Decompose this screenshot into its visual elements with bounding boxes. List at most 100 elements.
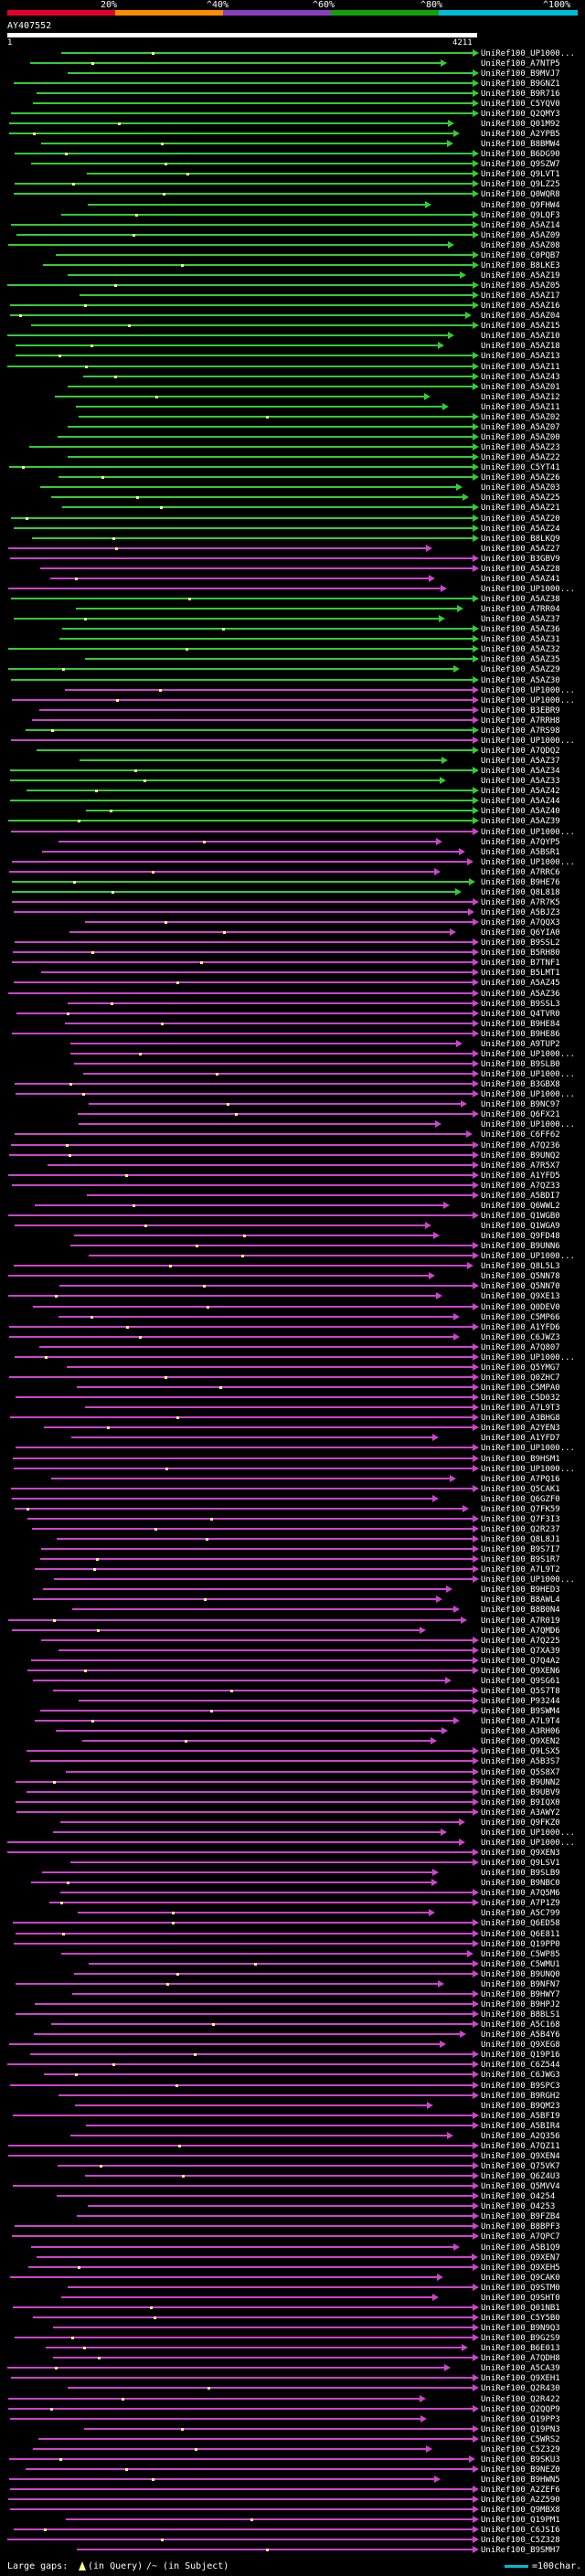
hit-label[interactable]: UniRef100_Q19PM1: [481, 2516, 560, 2525]
hit-row[interactable]: UniRef100_C5Y5B0: [33, 2314, 560, 2323]
hit-label[interactable]: UniRef100_B9G2S9: [481, 2334, 560, 2343]
hit-row[interactable]: UniRef100_A5AZ04: [10, 312, 560, 321]
hit-label[interactable]: UniRef100_B9UNQ0: [481, 1970, 560, 1979]
hit-row[interactable]: UniRef100_Q7FK59: [15, 1505, 560, 1514]
hit-label[interactable]: UniRef100_Q2R237: [481, 1525, 560, 1534]
hit-row[interactable]: UniRef100_A5AZ18: [16, 342, 560, 351]
hit-label[interactable]: UniRef100_A5AZ23: [481, 443, 560, 452]
hit-label[interactable]: UniRef100_B9RGH2: [481, 2092, 560, 2101]
hit-row[interactable]: UniRef100_O4253: [88, 2202, 555, 2211]
hit-label[interactable]: UniRef100_A5AZ05: [481, 281, 560, 291]
hit-row[interactable]: UniRef100_UP1000...: [89, 1252, 575, 1261]
hit-row[interactable]: UniRef100_A7R5X7: [48, 1161, 560, 1171]
hit-row[interactable]: UniRef100_Q0DEV0: [33, 1303, 560, 1312]
hit-label[interactable]: UniRef100_B9HE84: [481, 1020, 560, 1029]
hit-row[interactable]: UniRef100_B9NFN7: [16, 1980, 560, 1989]
hit-row[interactable]: UniRef100_Q2QQP9: [8, 2405, 560, 2414]
hit-label[interactable]: UniRef100_Q6Z4U3: [481, 2172, 560, 2181]
hit-row[interactable]: UniRef100_A7NTP5: [30, 59, 560, 69]
hit-label[interactable]: UniRef100_A5AZ37: [481, 615, 560, 624]
hit-row[interactable]: UniRef100_A5BDI7: [87, 1192, 560, 1201]
hit-row[interactable]: UniRef100_B9UBV9: [27, 1788, 560, 1797]
hit-label[interactable]: UniRef100_A5AZ43: [481, 373, 560, 382]
hit-row[interactable]: UniRef100_C6JWZ3: [9, 1333, 560, 1342]
hit-row[interactable]: UniRef100_B9SPC3: [10, 2082, 560, 2091]
hit-label[interactable]: UniRef100_Q2QQP9: [481, 2405, 560, 2414]
hit-label[interactable]: UniRef100_B9HE86: [481, 1030, 560, 1039]
hit-label[interactable]: UniRef100_B9SLB9: [481, 1869, 560, 1878]
hit-label[interactable]: UniRef100_A5AZ29: [481, 665, 560, 674]
hit-label[interactable]: UniRef100_B9HE76: [481, 878, 560, 887]
hit-row[interactable]: UniRef100_Q8L818: [12, 888, 560, 897]
hit-label[interactable]: UniRef100_B3GBV9: [481, 555, 560, 564]
hit-label[interactable]: UniRef100_B9SLB0: [481, 1060, 560, 1069]
hit-row[interactable]: UniRef100_A5C799: [78, 1909, 560, 1918]
hit-label[interactable]: UniRef100_Q9SHT0: [481, 2294, 560, 2303]
hit-label[interactable]: UniRef100_A1YFD7: [481, 1434, 560, 1443]
hit-label[interactable]: UniRef100_B9SWM4: [481, 1707, 560, 1716]
hit-row[interactable]: UniRef100_B8LKQ9: [32, 535, 560, 544]
hit-label[interactable]: UniRef100_C6JWZ3: [481, 1333, 560, 1342]
hit-label[interactable]: UniRef100_Q6ED58: [481, 1919, 560, 1928]
hit-row[interactable]: UniRef100_Q8L5L3: [14, 1262, 560, 1271]
hit-label[interactable]: UniRef100_B8LKQ9: [481, 535, 560, 544]
hit-row[interactable]: UniRef100_Q19PM1: [66, 2516, 560, 2525]
hit-label[interactable]: UniRef100_C5Z329: [481, 2445, 560, 2454]
hit-row[interactable]: UniRef100_Q9LZ25: [15, 180, 560, 189]
hit-label[interactable]: UniRef100_B6E013: [481, 2344, 560, 2353]
hit-label[interactable]: UniRef100_A7L9T4: [481, 1717, 560, 1726]
hit-row[interactable]: UniRef100_A5AZ08: [8, 241, 560, 250]
hit-label[interactable]: UniRef100_B9MVJ7: [481, 69, 560, 79]
hit-row[interactable]: UniRef100_C0PQB7: [56, 251, 560, 260]
hit-label[interactable]: UniRef100_A5B1Q9: [481, 2243, 560, 2253]
hit-label[interactable]: UniRef100_Q01M92: [481, 120, 560, 129]
hit-label[interactable]: UniRef100_A5AZ36: [481, 625, 560, 634]
hit-row[interactable]: UniRef100_A5AZ33: [10, 777, 560, 786]
hit-label[interactable]: UniRef100_A7QPC7: [481, 2232, 560, 2242]
hit-row[interactable]: UniRef100_A5B3S7: [30, 1757, 560, 1766]
hit-row[interactable]: UniRef100_A7QQX3: [85, 918, 560, 928]
hit-row[interactable]: UniRef100_Q6E811: [16, 1930, 560, 1939]
hit-row[interactable]: UniRef100_B9NBC0: [31, 1879, 560, 1888]
hit-row[interactable]: UniRef100_UP1000...: [61, 49, 575, 58]
hit-row[interactable]: UniRef100_A5AZ35: [85, 655, 560, 664]
hit-row[interactable]: UniRef100_C5MPA0: [77, 1383, 560, 1393]
hit-row[interactable]: UniRef100_A5AZ37: [80, 757, 560, 766]
hit-row[interactable]: UniRef100_A7QZ33: [12, 1182, 560, 1191]
hit-label[interactable]: UniRef100_Q7F3I3: [481, 1515, 560, 1524]
hit-label[interactable]: UniRef100_C0PQB7: [481, 251, 560, 260]
hit-label[interactable]: UniRef100_Q2QMY3: [481, 110, 560, 119]
hit-row[interactable]: UniRef100_Q5NN70: [59, 1282, 560, 1291]
hit-label[interactable]: UniRef100_Q5S7T8: [481, 1687, 560, 1696]
hit-row[interactable]: UniRef100_B9HE86: [12, 1030, 560, 1039]
hit-row[interactable]: UniRef100_Q9LQF3: [61, 211, 560, 220]
hit-row[interactable]: UniRef100_Q5S8X7: [66, 1768, 560, 1777]
hit-label[interactable]: UniRef100_B8BMW4: [481, 140, 560, 149]
hit-label[interactable]: UniRef100_B9HSM1: [481, 1455, 560, 1464]
hit-row[interactable]: UniRef100_A7Q225: [41, 1637, 560, 1646]
hit-label[interactable]: UniRef100_UP1000...: [481, 1465, 575, 1474]
hit-label[interactable]: UniRef100_A7PQ16: [481, 1475, 560, 1484]
hit-row[interactable]: UniRef100_A5AZ00: [58, 433, 560, 442]
hit-label[interactable]: UniRef100_B6DG90: [481, 150, 560, 159]
hit-row[interactable]: UniRef100_Q9SZW7: [31, 160, 560, 169]
hit-label[interactable]: UniRef100_A5AZ19: [481, 271, 560, 281]
hit-label[interactable]: UniRef100_A7QZ11: [481, 2142, 560, 2151]
hit-row[interactable]: UniRef100_B9FZB4: [77, 2212, 560, 2221]
hit-row[interactable]: UniRef100_A5AZ09: [16, 231, 560, 240]
hit-row[interactable]: UniRef100_A2YPB5: [9, 130, 560, 139]
hit-row[interactable]: UniRef100_UP1000...: [53, 1829, 575, 1838]
hit-label[interactable]: UniRef100_A7P1Z9: [481, 1899, 560, 1908]
hit-label[interactable]: UniRef100_Q9XEG8: [481, 2041, 560, 2050]
hit-label[interactable]: UniRef100_Q19PP3: [481, 2415, 560, 2424]
hit-label[interactable]: UniRef100_A5AZ09: [481, 231, 560, 240]
hit-row[interactable]: UniRef100_B8B0N4: [72, 1606, 560, 1615]
hit-label[interactable]: UniRef100_A2Q356: [481, 2132, 560, 2141]
hit-label[interactable]: UniRef100_C5WMU1: [481, 1960, 560, 1969]
hit-label[interactable]: UniRef100_A5AZ04: [481, 312, 560, 321]
hit-label[interactable]: UniRef100_Q9SG61: [481, 1677, 560, 1686]
hit-label[interactable]: UniRef100_Q8L5L3: [481, 1262, 560, 1271]
hit-row[interactable]: UniRef100_A5AZ32: [8, 645, 560, 654]
hit-label[interactable]: UniRef100_Q9LSX5: [481, 1747, 560, 1756]
hit-label[interactable]: UniRef100_A5AZ34: [481, 767, 560, 776]
